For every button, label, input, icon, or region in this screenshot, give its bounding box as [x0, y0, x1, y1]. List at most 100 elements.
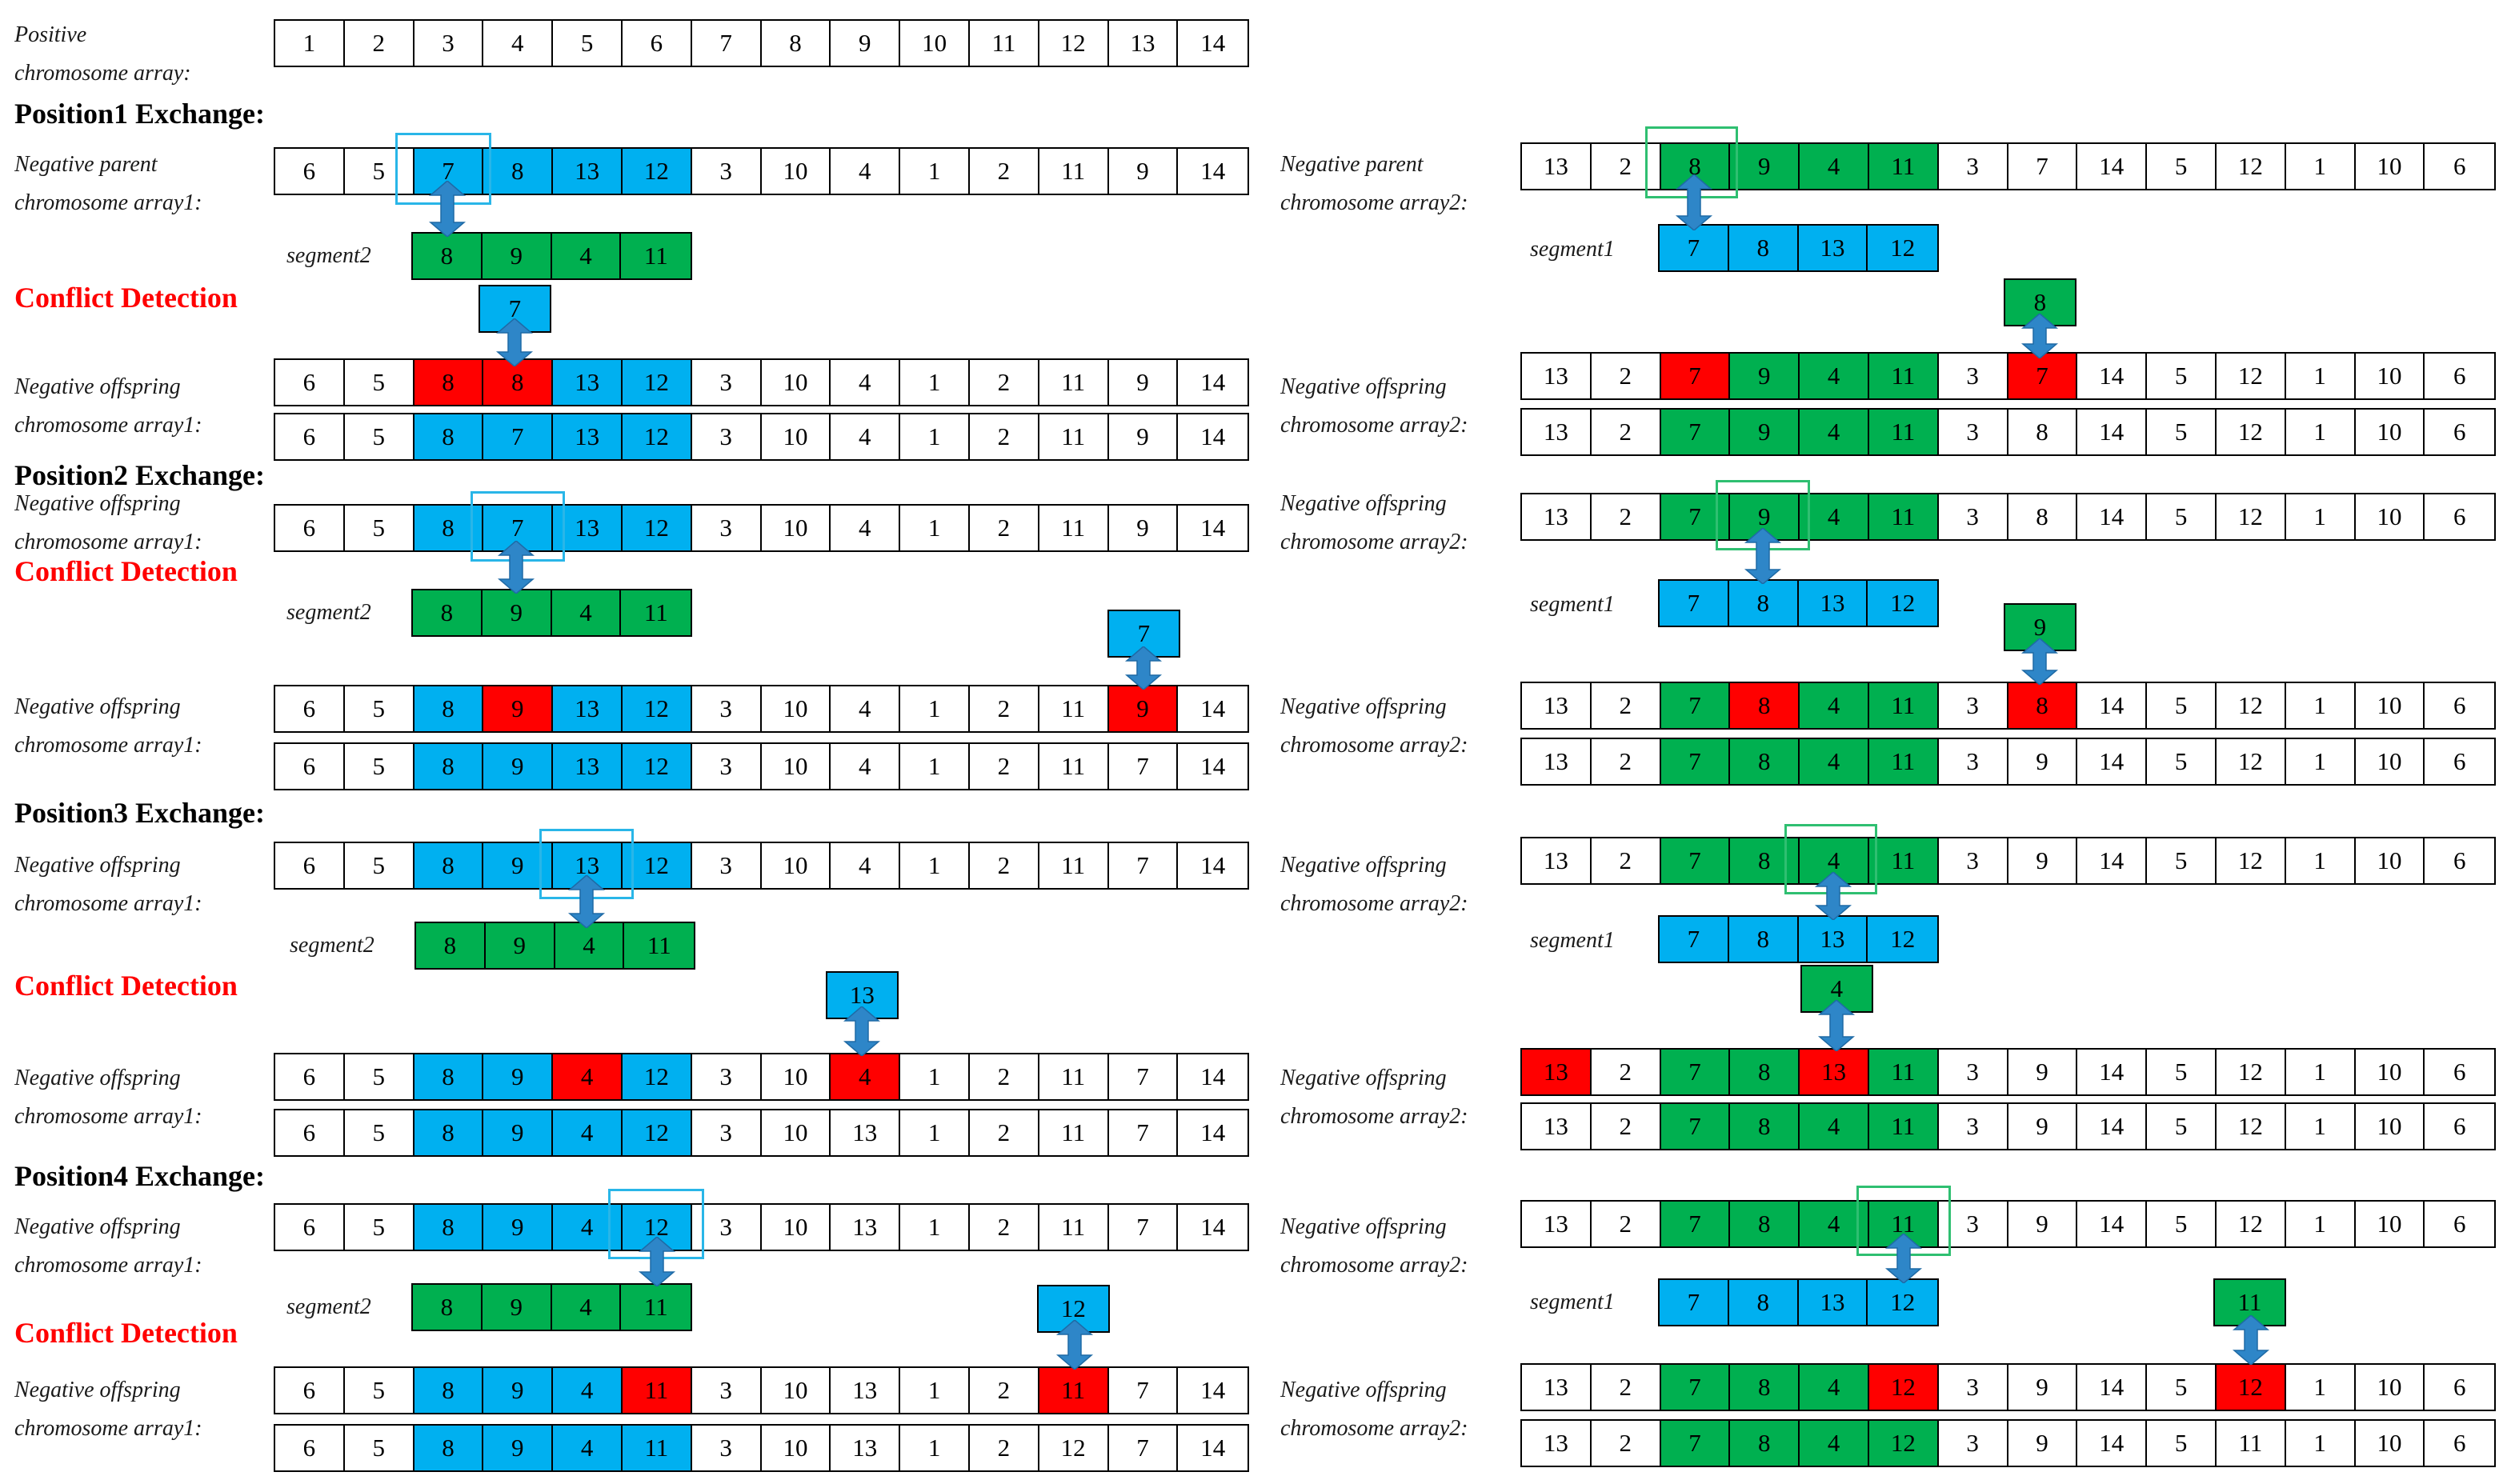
- offspring-array-2: 13 2 7 8 4 11 3 9 14 5 12 1 10 6: [1520, 837, 2497, 885]
- gene-cell: 3: [1939, 1365, 2008, 1410]
- exchange-arrow: [567, 875, 606, 928]
- gene-cell: 2: [1592, 410, 1661, 454]
- gene-cell: 14: [1200, 752, 1226, 780]
- gene-cell: 1: [900, 1110, 970, 1155]
- gene-cell: 8: [413, 234, 483, 278]
- gene-cell: 9: [1730, 144, 1800, 189]
- gene-cell: 9: [483, 1205, 554, 1250]
- segment1-array: 7 8 13 12: [1658, 1278, 1940, 1326]
- gene-cell: 2: [1592, 144, 1661, 189]
- conflict-arrow: [1124, 646, 1163, 690]
- gene-cell: 11: [1039, 1368, 1109, 1413]
- positive-chromosome-array: 1 2 3 4 5 6 7 8 9 10 11 12 13 14: [274, 19, 1250, 67]
- gene-cell: 9: [1730, 410, 1800, 454]
- double-arrow-shape: [495, 318, 534, 366]
- gene-cell: 10: [2356, 1421, 2425, 1466]
- segment2-array: 8 9 4 11: [411, 232, 693, 280]
- gene-cell: 12: [622, 843, 692, 888]
- gene-cell: 1: [275, 21, 345, 66]
- gene-cell: 7: [1109, 1110, 1179, 1155]
- label-neg-parent-2: Negative parent: [1280, 152, 1424, 177]
- offspring-array-1-resolved: 6 5 8 9 4 11 3 10 13 1 2 12 7 14: [274, 1424, 1250, 1472]
- gene-cell: 7: [1660, 683, 1731, 728]
- gene-cell: 14: [2077, 838, 2148, 883]
- offspring-array-1-conflict: 6 5 8 9 4 11 3 10 13 1 2 11 7 14: [274, 1366, 1250, 1414]
- gene-cell: 6: [275, 1054, 345, 1099]
- gene-cell: 14: [1200, 1376, 1226, 1404]
- gene-cell: 7: [1660, 1202, 1731, 1246]
- double-arrow-shape: [2020, 638, 2059, 685]
- gene-cell: 11: [1039, 843, 1109, 888]
- gene-cell: 5: [345, 1368, 414, 1413]
- gene-cell: 5: [2147, 1104, 2217, 1149]
- gene-cell: 7: [1660, 1280, 1729, 1325]
- gene-cell: 14: [1200, 694, 1226, 722]
- gene-cell: 14: [1200, 1118, 1226, 1146]
- gene-cell: 1: [900, 1368, 970, 1413]
- gene-cell: 9: [1109, 414, 1179, 459]
- gene-cell: 9: [1109, 149, 1179, 194]
- gene-cell: 9: [483, 744, 554, 789]
- gene-cell: 13: [831, 1205, 901, 1250]
- gene-cell: 10: [2356, 410, 2425, 454]
- gene-cell: 7: [1660, 410, 1731, 454]
- label-neg-offspring: Negative offspring: [1280, 491, 1447, 516]
- gene-cell: 2: [970, 686, 1039, 731]
- gene-cell: 5: [2147, 1365, 2217, 1410]
- double-arrow-shape: [428, 181, 467, 237]
- gene-cell: 11: [1868, 739, 1939, 784]
- gene-cell: 4: [1800, 354, 1869, 398]
- gene-cell: 13: [553, 149, 623, 194]
- gene-cell: 10: [2356, 739, 2425, 784]
- gene-cell: 9: [1109, 506, 1179, 550]
- gene-cell: 12: [622, 744, 692, 789]
- gene-cell: 7: [1109, 1054, 1179, 1099]
- gene-cell: 7: [483, 506, 554, 550]
- gene-cell: 12: [2217, 1104, 2286, 1149]
- gene-cell: 4: [551, 1285, 622, 1330]
- gene-cell: 6: [275, 414, 345, 459]
- gene-cell: 6: [2453, 846, 2466, 874]
- gene-cell: 5: [345, 1205, 414, 1250]
- gene-cell: 1: [2286, 144, 2356, 189]
- gene-cell: 4: [1800, 739, 1869, 784]
- gene-cell: 12: [1039, 1426, 1109, 1470]
- offspring-array-2: 13 2 7 8 4 11 3 9 14 5 12 1 10 6: [1520, 1200, 2497, 1248]
- double-arrow-shape: [1814, 872, 1852, 920]
- gene-cell: 6: [2453, 1210, 2466, 1238]
- offspring-array-1-resolved: 6 5 8 7 13 12 3 10 4 1 2 11 9 14: [274, 413, 1250, 461]
- gene-cell: 3: [692, 744, 762, 789]
- gene-cell: 2: [970, 1368, 1039, 1413]
- gene-cell: 3: [1939, 494, 2008, 539]
- double-arrow-shape: [567, 875, 606, 928]
- gene-cell: 8: [414, 843, 484, 888]
- offspring-array-1-conflict: 6 5 8 9 13 12 3 10 4 1 2 11 9 14: [274, 685, 1250, 733]
- conflict-arrow: [2020, 314, 2059, 358]
- gene-cell: 5: [345, 744, 414, 789]
- conflict-arrow: [843, 1006, 881, 1056]
- gene-cell: 9: [483, 1426, 554, 1470]
- label-segment1: segment1: [1530, 928, 1615, 953]
- label-chrom-array1: chromosome array1:: [14, 1416, 202, 1441]
- gene-cell: 3: [414, 21, 484, 66]
- gene-cell: 1: [2286, 683, 2356, 728]
- gene-cell: 2: [1592, 838, 1661, 883]
- gene-cell: 3: [1939, 144, 2008, 189]
- gene-cell: 3: [692, 1054, 762, 1099]
- gene-cell: 6: [275, 506, 345, 550]
- label-chrom-array1: chromosome array1:: [14, 530, 202, 554]
- gene-cell: 5: [2147, 1421, 2217, 1466]
- gene-cell: 1: [2286, 410, 2356, 454]
- gene-cell: 1: [2286, 1202, 2356, 1246]
- offspring-array-2-resolved: 13 2 7 8 4 11 3 9 14 5 12 1 10 6: [1520, 1102, 2497, 1150]
- gene-cell: 8: [1730, 1421, 1800, 1466]
- label-neg-offspring: Negative offspring: [14, 374, 181, 399]
- gene-cell: 14: [1200, 368, 1226, 396]
- gene-cell: 11: [1868, 354, 1939, 398]
- gene-cell: 11: [1868, 410, 1939, 454]
- gene-cell: 4: [1800, 144, 1869, 189]
- gene-cell: 8: [1728, 226, 1799, 270]
- gene-cell: 8: [414, 1368, 484, 1413]
- double-arrow-shape: [1675, 174, 1713, 230]
- offspring-array-2-resolved: 13 2 7 8 4 12 3 9 14 5 11 1 10 6: [1520, 1419, 2497, 1467]
